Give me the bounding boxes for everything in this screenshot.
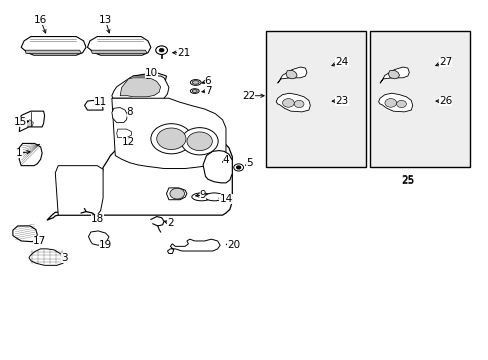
Text: 12: 12 (122, 138, 135, 147)
Text: 25: 25 (401, 175, 414, 185)
Circle shape (151, 124, 191, 154)
Text: 2: 2 (167, 218, 173, 228)
Polygon shape (277, 67, 306, 83)
Polygon shape (379, 67, 408, 83)
Text: 15: 15 (14, 117, 27, 127)
Polygon shape (126, 72, 166, 91)
Text: 6: 6 (204, 76, 211, 86)
Polygon shape (29, 249, 65, 265)
Text: 1: 1 (16, 148, 22, 158)
Polygon shape (378, 93, 412, 112)
Polygon shape (24, 120, 33, 126)
Text: 5: 5 (245, 158, 252, 168)
Polygon shape (387, 70, 399, 79)
Circle shape (169, 188, 184, 199)
Text: 3: 3 (61, 253, 67, 263)
Circle shape (157, 128, 185, 149)
Ellipse shape (192, 90, 197, 93)
Polygon shape (120, 78, 160, 97)
Text: 22: 22 (241, 91, 255, 101)
Text: 23: 23 (335, 96, 348, 106)
Text: 13: 13 (99, 15, 112, 26)
Text: 19: 19 (99, 239, 112, 249)
Circle shape (396, 100, 406, 108)
Polygon shape (55, 166, 103, 215)
Text: 8: 8 (126, 107, 133, 117)
Circle shape (181, 128, 218, 155)
Text: 17: 17 (33, 236, 46, 246)
Text: 21: 21 (177, 48, 190, 58)
Polygon shape (87, 37, 151, 55)
Text: 16: 16 (34, 15, 47, 26)
Polygon shape (112, 76, 168, 99)
Circle shape (282, 99, 294, 107)
Circle shape (384, 99, 396, 107)
Circle shape (233, 164, 243, 171)
Circle shape (156, 46, 167, 54)
Polygon shape (203, 150, 232, 183)
Text: 27: 27 (438, 57, 451, 67)
Text: 24: 24 (335, 57, 348, 67)
Polygon shape (285, 70, 297, 79)
Text: 14: 14 (219, 194, 232, 204)
Polygon shape (91, 50, 147, 53)
Polygon shape (117, 129, 131, 138)
Polygon shape (276, 93, 310, 112)
Circle shape (294, 100, 304, 108)
Text: 7: 7 (204, 86, 211, 96)
Polygon shape (84, 100, 103, 110)
Text: 11: 11 (94, 97, 107, 107)
Text: 10: 10 (145, 68, 158, 78)
Polygon shape (19, 111, 44, 132)
Bar (369, 31, 469, 167)
Bar (266, 31, 366, 167)
Text: 20: 20 (227, 240, 240, 250)
Ellipse shape (204, 193, 223, 201)
Text: 18: 18 (90, 214, 103, 224)
Ellipse shape (190, 80, 201, 85)
Text: 25: 25 (401, 176, 414, 186)
Polygon shape (21, 37, 86, 55)
Circle shape (236, 166, 240, 169)
Ellipse shape (192, 81, 199, 84)
Text: 4: 4 (222, 155, 229, 165)
Ellipse shape (190, 89, 199, 93)
Polygon shape (25, 50, 81, 53)
Polygon shape (88, 231, 109, 245)
Polygon shape (112, 98, 225, 168)
Polygon shape (167, 239, 220, 253)
Polygon shape (47, 127, 232, 220)
Text: 26: 26 (438, 96, 451, 106)
Polygon shape (166, 188, 186, 200)
Polygon shape (13, 226, 37, 242)
Polygon shape (112, 108, 127, 123)
Polygon shape (19, 143, 42, 166)
Text: 9: 9 (199, 190, 206, 200)
Ellipse shape (191, 193, 211, 201)
Circle shape (186, 132, 212, 150)
Circle shape (159, 48, 163, 52)
